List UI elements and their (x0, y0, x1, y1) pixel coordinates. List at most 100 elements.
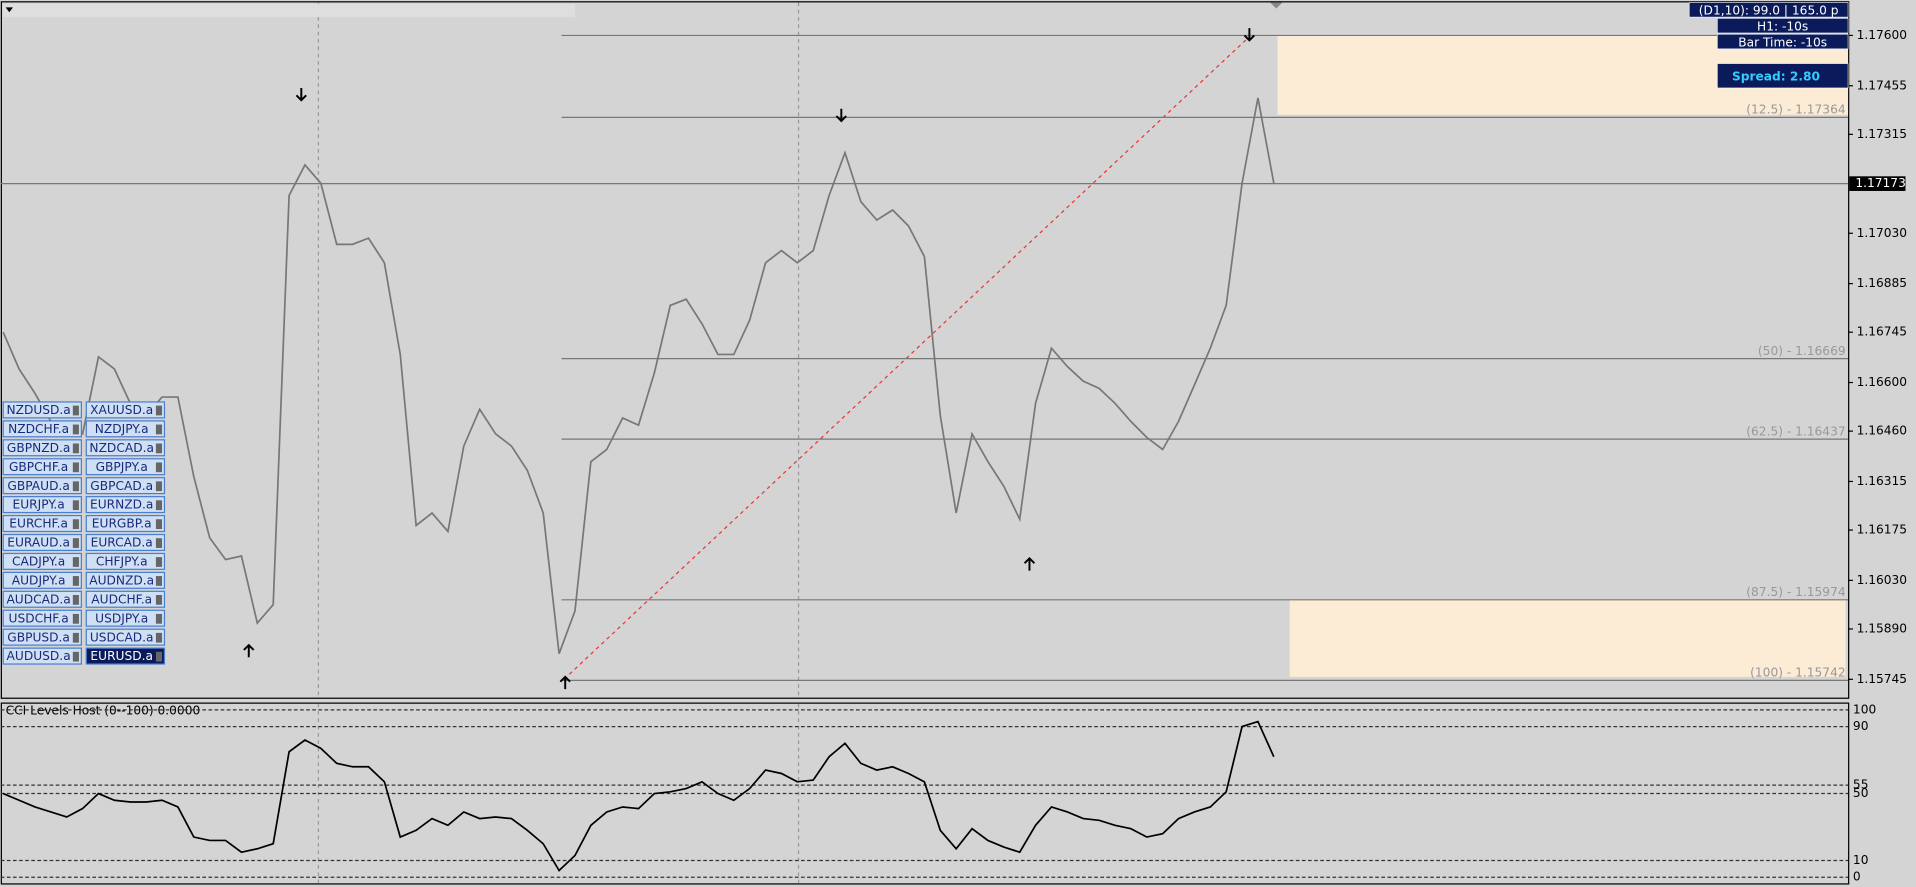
symbol-button[interactable] (85, 496, 166, 514)
symbol-button-box (72, 594, 79, 605)
symbol-button[interactable] (85, 401, 166, 419)
symbol-button[interactable] (85, 420, 166, 438)
symbol-label: CHFJPY.a (96, 555, 148, 569)
symbol-button-box (72, 557, 79, 567)
symbol-button-box (155, 481, 163, 492)
cci-level-label: 100 (1853, 702, 1876, 716)
symbol-button[interactable] (2, 420, 82, 438)
menu-triangle (5, 7, 13, 13)
symbol-button[interactable] (2, 628, 82, 646)
symbol-button[interactable] (2, 647, 82, 665)
fib-label: (87.5) - 1.15974 (1746, 585, 1846, 599)
symbol-button-box (155, 557, 163, 567)
arrow-down (295, 87, 307, 102)
symbol-button[interactable] (2, 514, 82, 533)
info-box (1717, 33, 1849, 50)
symbol-button-box (72, 462, 79, 473)
symbol-button[interactable] (85, 647, 166, 665)
symbol-button[interactable] (2, 401, 82, 419)
symbol-button[interactable] (2, 439, 82, 457)
price-line (2, 97, 1275, 654)
fib-label: (50) - 1.16669 (1758, 344, 1846, 358)
symbol-button[interactable] (85, 533, 166, 552)
symbol-button[interactable] (2, 496, 82, 514)
info-text: Spread: 2.80 (1732, 69, 1820, 83)
price-label: 1.15890 (1857, 621, 1907, 635)
session-bar (3, 3, 575, 18)
demand-zone (1289, 599, 1846, 677)
symbol-button[interactable] (85, 552, 166, 570)
price-label: 1.17315 (1857, 127, 1907, 141)
symbol-button[interactable] (2, 533, 82, 552)
fib-label: (100) - 1.15742 (1750, 666, 1845, 680)
symbol-button-box (155, 651, 163, 662)
symbol-button[interactable] (85, 439, 166, 457)
symbol-button[interactable] (2, 590, 82, 608)
current-price-label: 1.17173 (1855, 176, 1905, 190)
symbol-button-box (72, 424, 79, 435)
symbol-button-box (72, 443, 79, 454)
symbol-button-box (155, 576, 163, 586)
symbol-button[interactable] (85, 628, 166, 646)
symbol-button-box (155, 538, 163, 548)
symbol-button[interactable] (85, 571, 166, 589)
cci-title: CCI Levels Host (0--100) 0.0000 (6, 704, 201, 718)
price-label: 1.16745 (1857, 325, 1907, 339)
arrow-down (1243, 28, 1255, 42)
symbol-label: NZDJPY.a (95, 422, 149, 436)
fib-label: (12.5) - 1.17364 (1746, 103, 1846, 117)
symbol-button-box (72, 632, 79, 643)
symbol-button-box (155, 594, 163, 605)
symbol-label: AUDJPY.a (12, 573, 66, 587)
symbol-label: GBPCAD.a (90, 479, 153, 493)
symbol-button[interactable] (85, 458, 166, 476)
symbol-button[interactable] (85, 514, 166, 533)
symbol-button-box (72, 405, 79, 416)
symbol-label: EURGBP.a (92, 517, 152, 531)
arrow-up (559, 675, 571, 690)
symbol-button[interactable] (2, 571, 82, 589)
fractal-arrows (243, 28, 1255, 690)
price-label: 1.16460 (1857, 424, 1907, 438)
symbol-button[interactable] (2, 477, 82, 495)
info-text: (D1,10): 99.0 | 165.0 p (1699, 3, 1839, 17)
info-box (1717, 18, 1849, 34)
cci-level-label: 50 (1853, 786, 1869, 800)
symbol-label: USDCHF.a (9, 611, 69, 625)
symbol-button[interactable] (2, 458, 82, 476)
symbol-label: EURAUD.a (7, 536, 70, 550)
symbol-label: GBPNZD.a (7, 441, 70, 455)
main-frame (0, 1, 1850, 699)
symbol-label: EURCHF.a (9, 517, 68, 531)
symbol-button[interactable] (2, 609, 82, 627)
symbol-button-box (155, 443, 163, 454)
symbol-button[interactable] (85, 477, 166, 495)
symbol-label: GBPCHF.a (9, 460, 68, 474)
symbol-label: AUDCHF.a (91, 592, 152, 606)
cci-line (2, 720, 1275, 872)
symbol-button-box (155, 405, 163, 416)
symbol-button[interactable] (2, 552, 82, 570)
price-label: 1.17455 (1857, 78, 1907, 92)
symbol-button[interactable] (85, 590, 166, 608)
symbol-label: CADJPY.a (12, 555, 65, 569)
symbol-label: AUDUSD.a (7, 649, 71, 663)
shift-marker (1270, 2, 1283, 9)
symbol-button-box (72, 538, 79, 548)
symbol-label: AUDCAD.a (6, 592, 70, 606)
symbol-label: GBPJPY.a (96, 460, 148, 474)
symbol-button-box (72, 651, 79, 662)
cci-level-label: 90 (1853, 719, 1869, 733)
symbol-label: XAUUSD.a (90, 403, 153, 417)
arrow-up (243, 643, 255, 658)
symbol-label: USDJPY.a (95, 611, 148, 625)
symbol-button[interactable] (85, 609, 166, 627)
price-label: 1.16030 (1857, 573, 1907, 587)
symbol-label: NZDCAD.a (89, 441, 154, 455)
symbol-button-box (72, 576, 79, 586)
symbol-button-box (155, 462, 163, 473)
